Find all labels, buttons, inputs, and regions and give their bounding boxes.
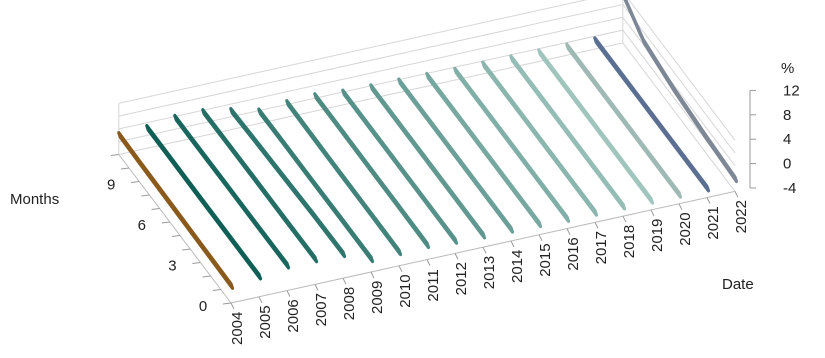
month-tick-label: 9 xyxy=(107,177,115,194)
z-axis-title: % xyxy=(781,60,794,77)
series-ribbon-2012 xyxy=(341,88,459,245)
date-tick-label: 2007 xyxy=(313,293,330,326)
axes xyxy=(110,89,756,310)
month-tick xyxy=(120,167,130,170)
date-tick-label: 2005 xyxy=(257,305,274,338)
series-ribbon-2006 xyxy=(173,113,291,270)
series-ribbon-2009 xyxy=(257,107,375,264)
date-tick xyxy=(706,197,711,204)
date-tick-label: 2020 xyxy=(677,212,694,245)
date-tick xyxy=(398,265,403,273)
date-tick-label: 2022 xyxy=(733,200,750,233)
series-ribbon-2007 xyxy=(201,108,319,264)
series-ribbon-2011 xyxy=(313,92,431,250)
month-tick xyxy=(131,181,140,183)
date-tick-label: 2014 xyxy=(509,250,526,283)
series-ribbon-2017 xyxy=(481,60,599,217)
series-ribbon-2015 xyxy=(425,71,543,229)
date-tick-label: 2012 xyxy=(453,262,470,295)
month-tick xyxy=(202,275,211,278)
date-tick xyxy=(510,240,515,248)
tick-labels: 2004 2005 2006 2007 2008 2009 2010 2011 2012 2013… xyxy=(107,82,800,345)
series-ribbon-2013 xyxy=(369,83,487,240)
series-ribbon-2019 xyxy=(537,48,655,205)
grid-lines xyxy=(118,0,736,192)
series-ribbon-2020 xyxy=(565,42,683,199)
date-tick xyxy=(454,253,459,260)
date-tick-label: 2017 xyxy=(593,231,610,264)
y-axis-title: Months xyxy=(10,191,59,208)
month-tick xyxy=(171,235,181,237)
z-tick-label: 8 xyxy=(783,107,791,124)
date-tick-label: 2011 xyxy=(425,269,442,301)
date-tick-label: 2006 xyxy=(285,299,302,332)
series-ribbon-2022 xyxy=(623,0,739,184)
month-tick xyxy=(192,262,201,264)
date-tick-label: 2009 xyxy=(369,281,386,314)
date-tick xyxy=(538,234,543,242)
date-tick xyxy=(482,246,487,254)
z-tick-label: 4 xyxy=(783,131,791,148)
z-tick-label: 12 xyxy=(783,82,800,99)
month-tick-label: 3 xyxy=(168,258,176,275)
series-ribbon-2010 xyxy=(285,99,403,257)
date-tick-label: 2015 xyxy=(537,243,554,276)
date-tick xyxy=(678,203,683,211)
date-tick xyxy=(566,228,571,235)
month-tick xyxy=(141,194,150,197)
date-tick xyxy=(622,215,627,223)
date-tick-label: 2018 xyxy=(621,225,638,258)
date-tick-label: 2008 xyxy=(341,287,358,320)
date-tick xyxy=(314,284,319,291)
date-tick-label: 2016 xyxy=(565,237,582,270)
x-axis-title: Date xyxy=(722,276,754,293)
series-ribbon-2014 xyxy=(397,77,515,234)
month-tick xyxy=(212,289,221,291)
month-tick-label: 6 xyxy=(138,217,146,234)
date-tick xyxy=(370,271,375,279)
month-tick-label: 0 xyxy=(199,298,207,315)
z-tick-label: -4 xyxy=(783,180,796,197)
date-tick-label: 2004 xyxy=(229,312,246,345)
date-tick-label: 2010 xyxy=(397,274,414,307)
date-tick xyxy=(342,277,347,285)
month-axis-line xyxy=(118,154,232,304)
month-tick xyxy=(222,302,232,305)
date-tick xyxy=(426,259,431,266)
series-ribbon-2018 xyxy=(509,54,627,211)
grid-line xyxy=(118,0,736,141)
date-tick xyxy=(286,290,291,297)
date-tick xyxy=(594,222,599,229)
series-ribbon-2008 xyxy=(229,106,347,259)
date-tick-label: 2021 xyxy=(705,206,722,239)
date-tick xyxy=(734,191,739,198)
date-tick-label: 2019 xyxy=(649,219,666,252)
date-tick xyxy=(230,302,235,310)
series-ribbons xyxy=(117,0,739,290)
series-ribbon-2021 xyxy=(593,36,711,193)
series-ribbon-2016 xyxy=(453,66,571,223)
month-tick xyxy=(161,221,170,224)
month-tick xyxy=(110,154,119,156)
series-ribbon-2005 xyxy=(145,123,263,281)
date-tick-label: 2013 xyxy=(481,256,498,289)
month-tick xyxy=(182,248,191,251)
date-tick xyxy=(258,296,263,304)
date-tick xyxy=(650,209,655,217)
z-tick-label: 0 xyxy=(783,156,791,173)
month-tick xyxy=(151,208,160,210)
series-ribbon-2004 xyxy=(117,131,235,290)
